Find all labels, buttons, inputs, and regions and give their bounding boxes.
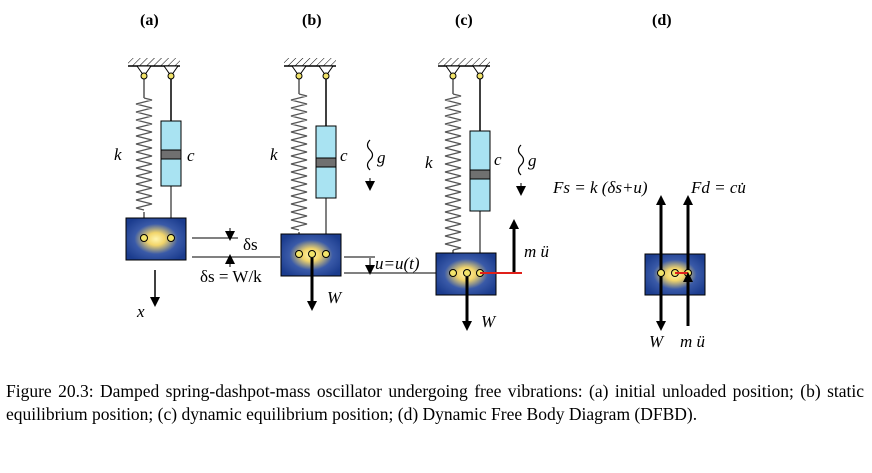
- label-weight-c: W: [481, 312, 497, 331]
- panel-b-oscillator: k c g W: [270, 58, 386, 311]
- label-spring-c: k: [425, 153, 433, 172]
- label-damper-b: c: [340, 146, 348, 165]
- panel-label-c: (c): [455, 12, 473, 29]
- label-spring-a: k: [114, 145, 122, 164]
- label-damper-c: c: [494, 150, 502, 169]
- gravity-squiggle-icon: [517, 144, 525, 176]
- damper-pin-icon: [167, 72, 175, 80]
- label-gravity-b: g: [377, 148, 386, 167]
- spring-coil: [135, 97, 153, 211]
- label-spring-force: Fs = k (δs+u): [552, 178, 648, 197]
- label-weight-d: W: [649, 332, 665, 351]
- label-delta-s: δs: [243, 235, 258, 254]
- label-coord: x: [136, 302, 145, 321]
- panel-c-oscillator: k c g m ü W: [425, 58, 549, 331]
- damper-piston: [160, 149, 182, 160]
- label-damping-force: Fd = cu̇: [690, 178, 746, 197]
- panel-a-oscillator: k c x: [114, 58, 195, 321]
- static-deflection-annotation: δs δs = W/k: [192, 228, 280, 286]
- label-inertia-d: m ü: [680, 332, 705, 351]
- ceiling-hatch: [128, 58, 180, 66]
- label-damper-a: c: [187, 146, 195, 165]
- gravity-squiggle-icon: [366, 139, 374, 171]
- panel-label-d: (d): [652, 12, 672, 29]
- label-inertia-c: m ü: [524, 242, 549, 261]
- displacement-annotation: u=u(t): [344, 254, 437, 275]
- caption-text: Figure 20.3: Damped spring-dashpot-mass …: [6, 381, 864, 424]
- panel-label-a: (a): [140, 12, 159, 29]
- figure-caption: Figure 20.3: Damped spring-dashpot-mass …: [6, 380, 864, 426]
- panel-label-b: (b): [302, 12, 322, 29]
- panel-d-free-body-diagram: Fs = k (δs+u) Fd = cu̇ W m ü: [552, 178, 746, 351]
- label-gravity-c: g: [528, 151, 537, 170]
- label-spring-b: k: [270, 145, 278, 164]
- spring-pin-icon: [140, 72, 148, 80]
- label-delta-s-eq: δs = W/k: [200, 267, 262, 286]
- mass-block: [125, 217, 187, 261]
- label-weight-b: W: [327, 288, 343, 307]
- label-u: u=u(t): [375, 254, 420, 273]
